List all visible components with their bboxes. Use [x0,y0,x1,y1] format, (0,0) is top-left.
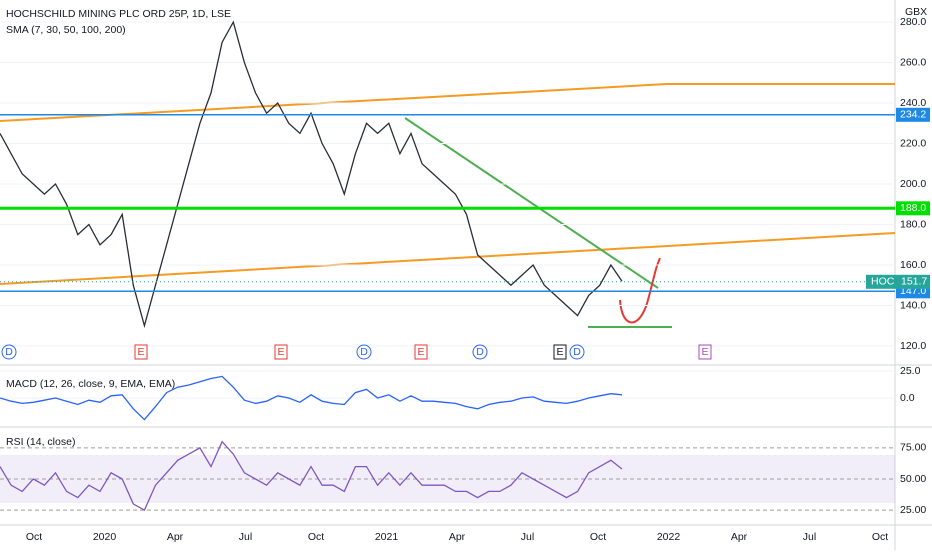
series-line [0,20,623,329]
event-marker [274,344,288,360]
event-label: D [360,346,368,358]
x-tick-label: Jul [803,531,816,543]
rsi-title: RSI (14, close) [6,436,75,448]
y-tick-label: 0.0 [900,392,915,404]
y-tick-label: 120.0 [900,340,926,352]
y-tick-label: 200.0 [900,178,926,190]
last-tag [866,274,930,289]
event-marker [134,344,148,360]
x-tick-label: 2021 [375,531,399,543]
x-tick-label: Jul [521,531,534,543]
event-label: D [476,346,484,358]
trend-line [0,232,896,285]
y-tick-label: 140.0 [900,299,926,311]
x-tick-label: Jul [239,531,252,543]
y-tick-label: 25.0 [900,365,921,377]
event-label: E [701,346,708,358]
event-label: E [556,346,563,358]
x-tick-label: Apr [449,531,466,543]
y-tick-label: 220.0 [900,137,926,149]
series-line [0,440,623,512]
price-tag-label: 188.0 [900,202,926,214]
title: HOCHSCHILD MINING PLC ORD 25P, 1D, LSE [6,8,231,20]
event-marker [472,344,488,360]
x-tick-label: 2022 [657,531,681,543]
price-tag [896,201,930,216]
x-tick-label: Oct [590,531,606,543]
y-tick-label: 75.00 [900,442,926,454]
price-tag-label: 234.2 [900,109,926,121]
last-symbol: HOC [871,276,895,288]
indicator: SMA (7, 30, 50, 100, 200) [6,24,126,36]
y-tick-label: 160.0 [900,259,926,271]
y-tick-label: 240.0 [900,97,926,109]
y-tick-label: 180.0 [900,218,926,230]
x-tick-label: Apr [167,531,184,543]
event-marker [1,344,17,360]
series-line [0,375,623,421]
x-tick-label: 2020 [93,531,117,543]
y-tick-label: 260.0 [900,56,926,68]
x-tick-label: Apr [731,531,748,543]
event-label: E [277,346,284,358]
y-tick-label: 280.0 [900,16,926,28]
event-marker [553,344,567,360]
drawing [619,257,661,324]
currency: GBX [905,6,927,18]
x-tick-label: Oct [26,531,42,543]
event-marker [414,344,428,360]
event-label: E [137,346,144,358]
last-value: 151.7 [901,276,927,288]
y-tick-label: 50.00 [900,473,926,485]
x-tick-label: Oct [872,531,888,543]
event-marker [698,344,712,360]
trend-line [404,117,659,289]
x-tick-label: Oct [308,531,324,543]
y-tick-label: 25.00 [900,504,926,516]
event-marker [356,344,372,360]
price-tag [896,107,930,122]
event-label: E [417,346,424,358]
event-marker [569,344,585,360]
event-label: D [573,346,581,358]
macd-title: MACD (12, 26, close, 9, EMA, EMA) [6,378,175,390]
event-label: D [5,346,13,358]
